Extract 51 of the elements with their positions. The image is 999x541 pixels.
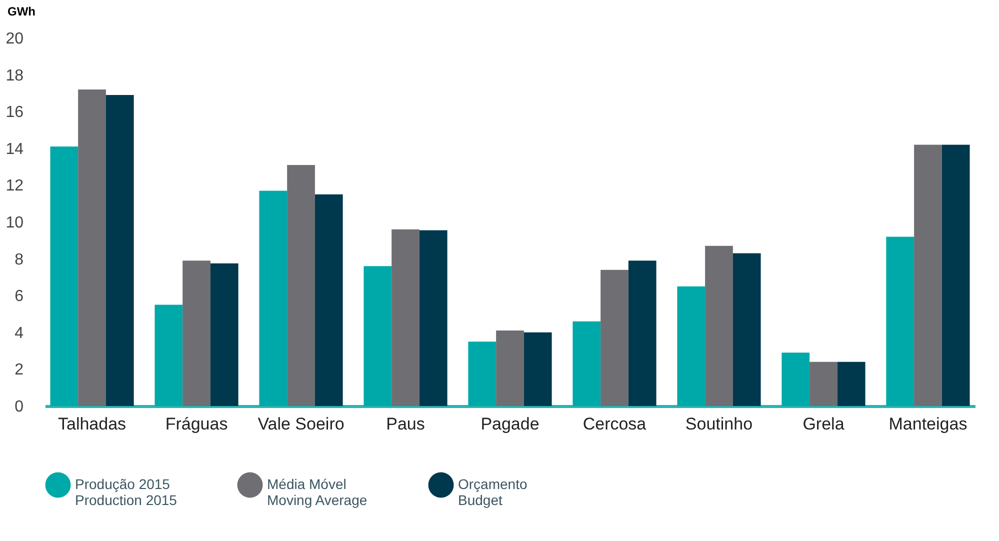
- x-tick-label: Soutinho: [685, 414, 753, 434]
- bar: [942, 144, 970, 406]
- bar: [677, 286, 706, 406]
- legend-label: Produção 2015 Production 2015: [75, 476, 178, 508]
- bar: [810, 362, 838, 406]
- x-tick-label: Grela: [802, 414, 845, 434]
- bar: [392, 229, 420, 406]
- bar: [782, 352, 810, 406]
- y-tick-label: 18: [6, 67, 24, 84]
- bar: [182, 260, 210, 406]
- bar: [600, 270, 628, 406]
- bar: [154, 304, 183, 406]
- bar: [705, 246, 733, 406]
- bar: [732, 253, 761, 406]
- bar: [210, 263, 238, 406]
- bar: [914, 144, 942, 406]
- bar: [287, 164, 315, 406]
- x-tick-label: Cercosa: [582, 414, 647, 434]
- bar: [496, 330, 524, 406]
- bar: [419, 230, 448, 406]
- bar: [524, 332, 552, 406]
- y-tick-label: 20: [6, 30, 24, 48]
- y-tick-label: 10: [6, 214, 24, 232]
- bar: [628, 260, 656, 406]
- y-tick-label: 2: [14, 362, 24, 379]
- bar: [837, 362, 866, 406]
- x-tick-label: Vale Soeiro: [258, 414, 344, 434]
- x-tick-label: Manteigas: [888, 414, 968, 434]
- y-tick-label: 8: [14, 251, 24, 268]
- y-tick-label: 12: [6, 178, 24, 195]
- bar: [106, 95, 134, 406]
- y-tick-label: 14: [6, 140, 24, 158]
- bar: [314, 194, 343, 406]
- bar: [259, 190, 288, 406]
- legend-label: Média Móvel Moving Average: [267, 476, 368, 508]
- x-tick-label: Fráguas: [165, 414, 228, 434]
- legend-label: Orçamento Budget: [458, 476, 528, 508]
- bar: [468, 342, 496, 406]
- bar: [50, 146, 78, 406]
- y-axis-title: GWh: [8, 4, 36, 18]
- x-tick-label: Paus: [386, 414, 425, 434]
- bar: [886, 236, 914, 406]
- bar: [364, 266, 392, 406]
- y-tick-label: 16: [6, 104, 24, 122]
- y-tick-label: 0: [14, 398, 24, 416]
- y-tick-label: 4: [14, 324, 24, 342]
- bar: [78, 90, 106, 406]
- x-tick-label: Pagade: [480, 414, 540, 434]
- x-tick-label: Talhadas: [58, 414, 126, 434]
- bar: [572, 321, 601, 406]
- y-tick-label: 6: [14, 288, 24, 306]
